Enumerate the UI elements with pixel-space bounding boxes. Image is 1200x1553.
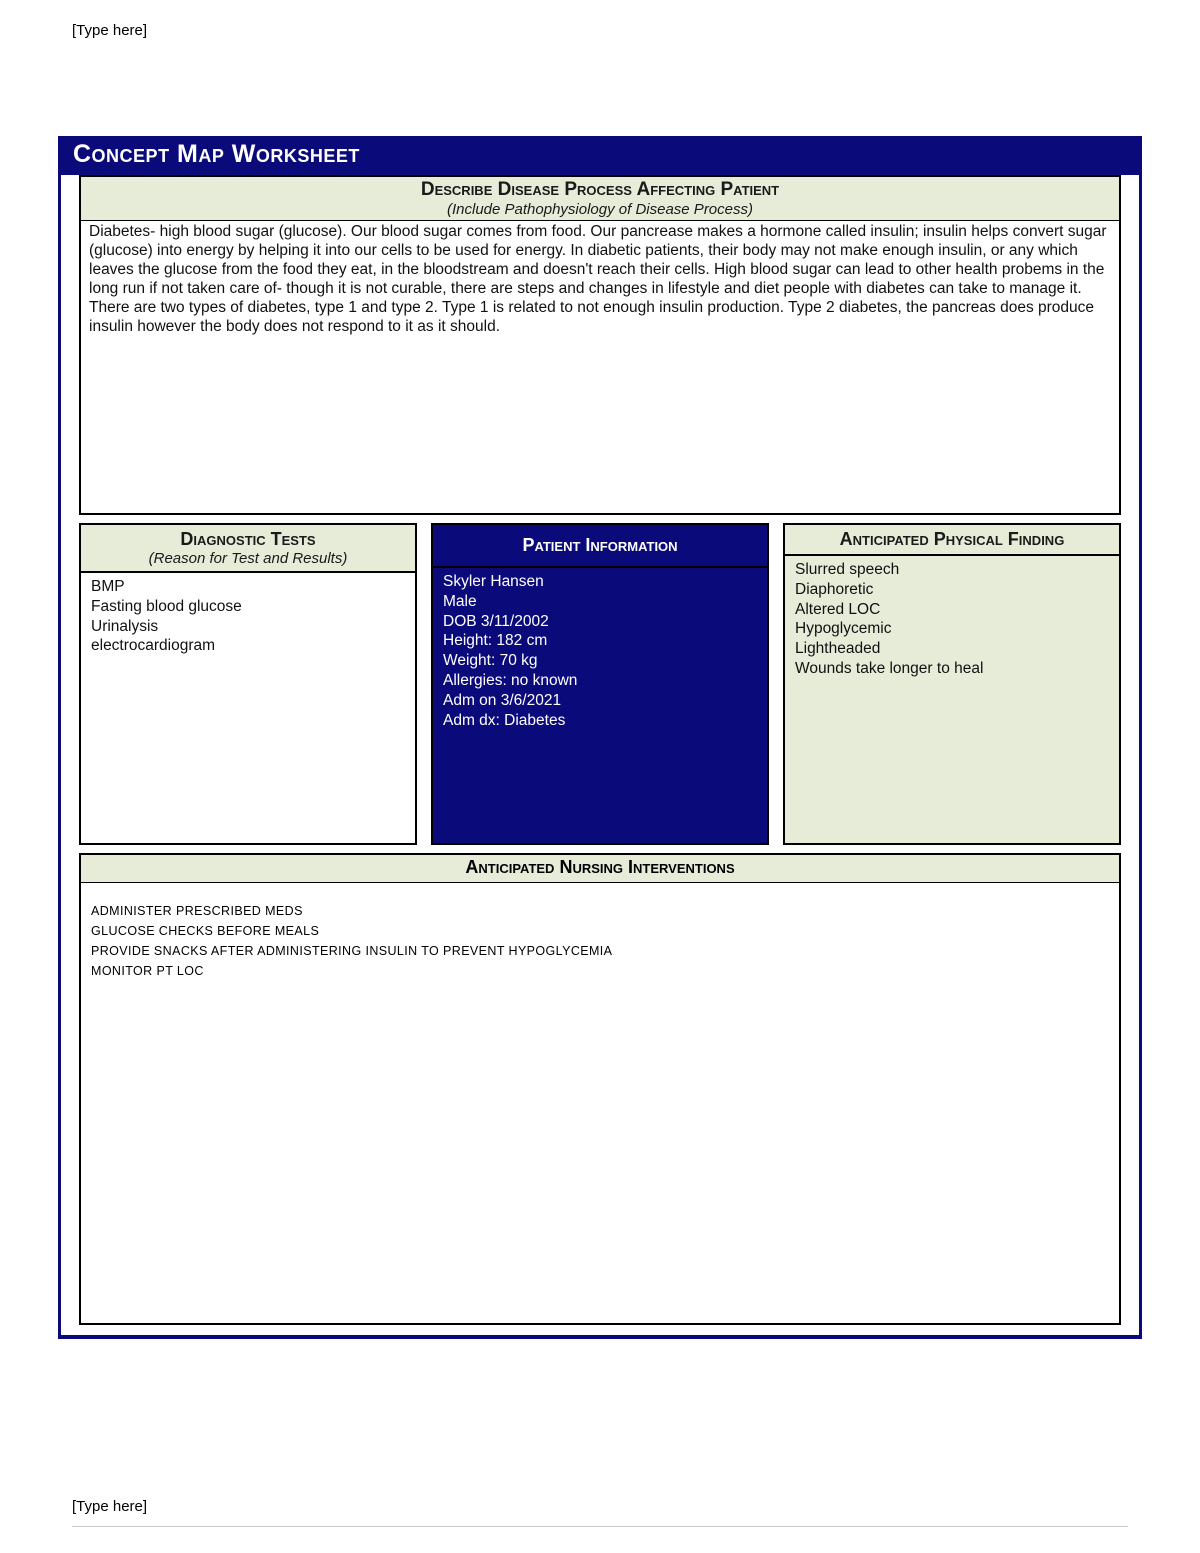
list-item: Adm on 3/6/2021 [443, 691, 757, 711]
interventions-title: Anticipated Nursing Interventions [81, 855, 1119, 883]
page-header-placeholder: [Type here] [72, 22, 147, 39]
list-item: Provide snacks after administering insul… [91, 941, 1109, 961]
physical-findings-title: Anticipated Physical Finding [789, 529, 1115, 550]
list-item: Skyler Hansen [443, 572, 757, 592]
disease-process-body: Diabetes- high blood sugar (glucose). Ou… [81, 221, 1119, 513]
three-column-row: Diagnostic Tests (Reason for Test and Re… [79, 523, 1121, 845]
list-item: Height: 182 cm [443, 631, 757, 651]
footer-rule [72, 1526, 1128, 1527]
list-item: DOB 3/11/2002 [443, 612, 757, 632]
diagnostic-tests-header: Diagnostic Tests (Reason for Test and Re… [81, 525, 415, 573]
disease-process-section: Describe Disease Process Affecting Patie… [79, 175, 1121, 515]
list-item: Administer prescribed meds [91, 901, 1109, 921]
list-item: Wounds take longer to heal [795, 659, 1109, 679]
diagnostic-tests-title: Diagnostic Tests [85, 529, 411, 550]
diagnostic-tests-subtitle: (Reason for Test and Results) [85, 550, 411, 567]
list-item: Monitor pt LOC [91, 961, 1109, 981]
list-item: electrocardiogram [91, 636, 405, 656]
list-item: BMP [91, 577, 405, 597]
list-item: Adm dx: Diabetes [443, 711, 757, 731]
disease-process-subtitle: (Include Pathophysiology of Disease Proc… [85, 201, 1115, 218]
page-footer-placeholder: [Type here] [72, 1498, 147, 1515]
list-item: Allergies: no known [443, 671, 757, 691]
patient-information-title: Patient Information [437, 535, 763, 556]
list-item: Diaphoretic [795, 580, 1109, 600]
list-item: Slurred speech [795, 560, 1109, 580]
worksheet-title: Concept Map Worksheet [61, 136, 1139, 175]
disease-process-title: Describe Disease Process Affecting Patie… [85, 179, 1115, 201]
list-item: Altered LOC [795, 600, 1109, 620]
physical-findings-body: Slurred speechDiaphoreticAltered LOCHypo… [785, 556, 1119, 843]
patient-information-header: Patient Information [433, 525, 767, 568]
interventions-body: Administer prescribed medsGlucose checks… [81, 883, 1119, 1323]
list-item: Hypoglycemic [795, 619, 1109, 639]
diagnostic-tests-panel: Diagnostic Tests (Reason for Test and Re… [79, 523, 417, 845]
list-item: Urinalysis [91, 617, 405, 637]
list-item: Male [443, 592, 757, 612]
list-item: Lightheaded [795, 639, 1109, 659]
physical-findings-header: Anticipated Physical Finding [785, 525, 1119, 556]
diagnostic-tests-body: BMPFasting blood glucoseUrinalysiselectr… [81, 573, 415, 843]
disease-process-header: Describe Disease Process Affecting Patie… [81, 177, 1119, 221]
patient-information-body: Skyler HansenMaleDOB 3/11/2002Height: 18… [433, 568, 767, 843]
list-item: Glucose checks before meals [91, 921, 1109, 941]
list-item: Weight: 70 kg [443, 651, 757, 671]
worksheet-container: Concept Map Worksheet Describe Disease P… [58, 136, 1142, 1339]
interventions-section: Anticipated Nursing Interventions Admini… [79, 853, 1121, 1325]
physical-findings-panel: Anticipated Physical Finding Slurred spe… [783, 523, 1121, 845]
patient-information-panel: Patient Information Skyler HansenMaleDOB… [431, 523, 769, 845]
list-item: Fasting blood glucose [91, 597, 405, 617]
